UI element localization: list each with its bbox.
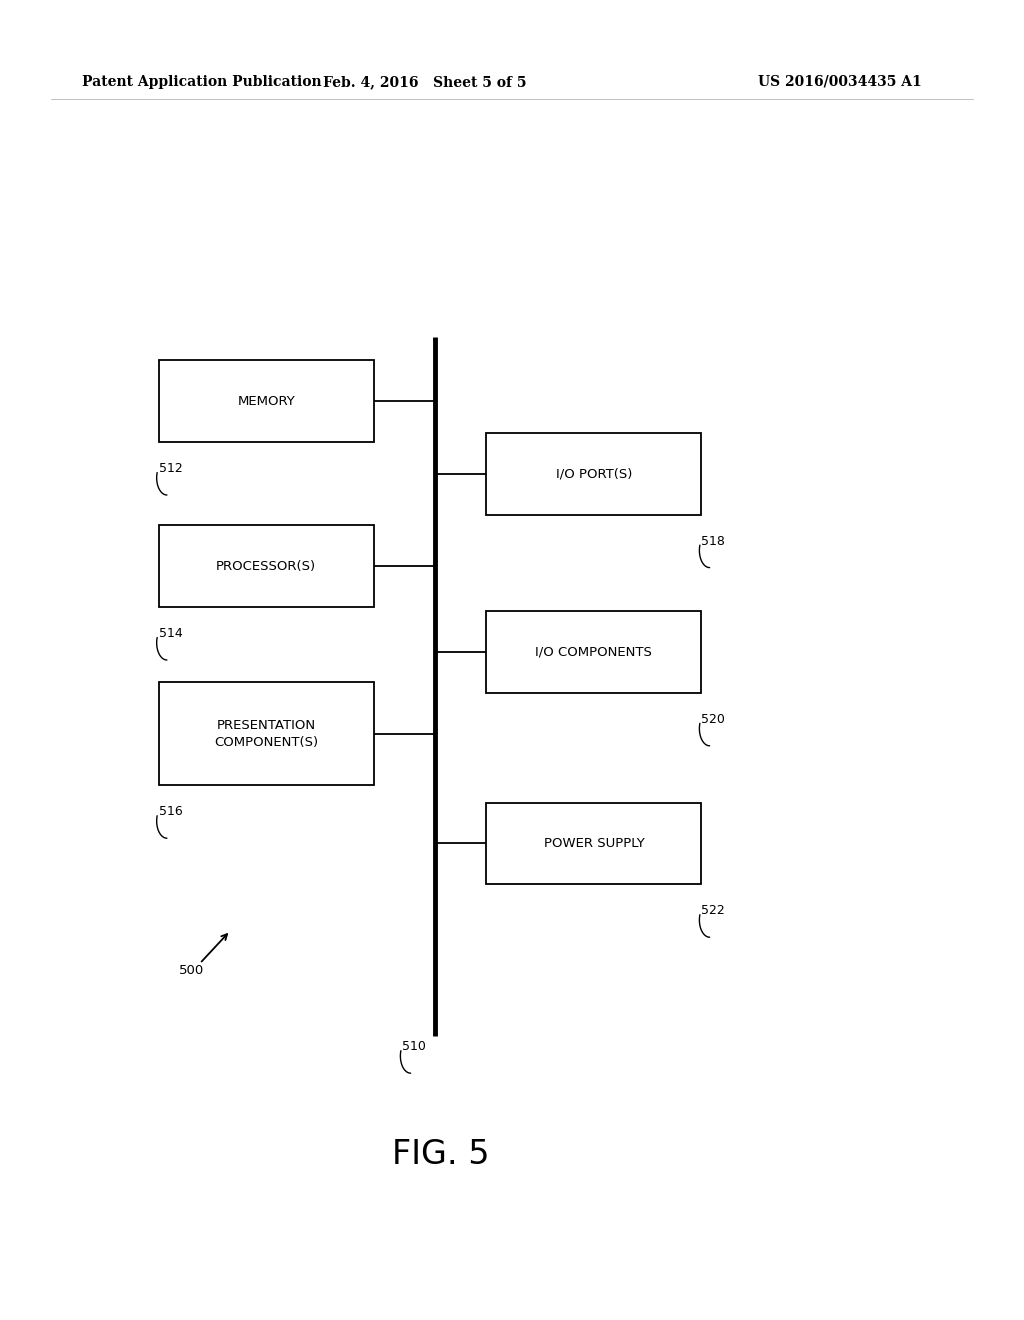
Text: Patent Application Publication: Patent Application Publication xyxy=(82,75,322,88)
FancyBboxPatch shape xyxy=(159,360,374,442)
Text: 514: 514 xyxy=(159,627,182,640)
FancyBboxPatch shape xyxy=(486,803,701,884)
Text: 518: 518 xyxy=(701,535,725,548)
Text: 510: 510 xyxy=(402,1040,426,1053)
Text: FIG. 5: FIG. 5 xyxy=(391,1138,489,1172)
Text: US 2016/0034435 A1: US 2016/0034435 A1 xyxy=(758,75,922,88)
Text: 522: 522 xyxy=(701,904,725,917)
Text: 512: 512 xyxy=(159,462,182,475)
Text: I/O COMPONENTS: I/O COMPONENTS xyxy=(536,645,652,659)
FancyBboxPatch shape xyxy=(486,433,701,515)
Text: MEMORY: MEMORY xyxy=(238,395,295,408)
Text: I/O PORT(S): I/O PORT(S) xyxy=(556,467,632,480)
Text: Feb. 4, 2016   Sheet 5 of 5: Feb. 4, 2016 Sheet 5 of 5 xyxy=(324,75,526,88)
FancyBboxPatch shape xyxy=(159,682,374,785)
Text: 500: 500 xyxy=(179,964,205,977)
FancyBboxPatch shape xyxy=(486,611,701,693)
FancyBboxPatch shape xyxy=(159,525,374,607)
Text: POWER SUPPLY: POWER SUPPLY xyxy=(544,837,644,850)
Text: 516: 516 xyxy=(159,805,182,818)
Text: PROCESSOR(S): PROCESSOR(S) xyxy=(216,560,316,573)
Text: 520: 520 xyxy=(701,713,725,726)
Text: PRESENTATION
COMPONENT(S): PRESENTATION COMPONENT(S) xyxy=(214,719,318,748)
